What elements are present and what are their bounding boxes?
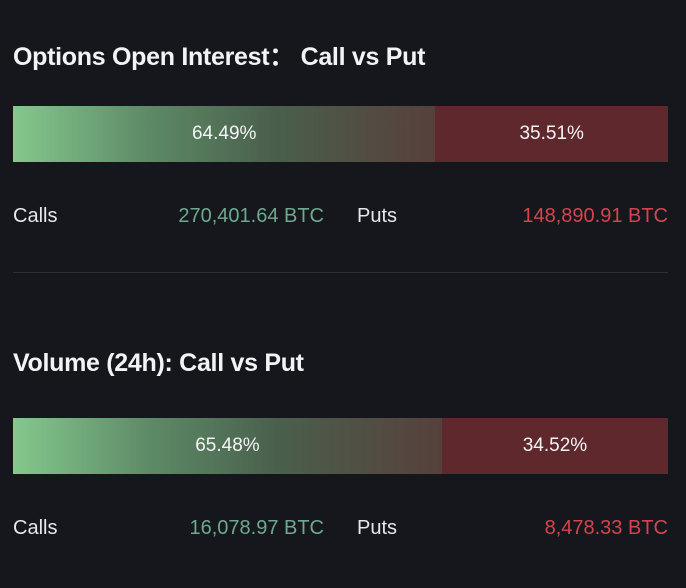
open-interest-puts-value: 148,890.91 BTC: [522, 205, 668, 227]
section-divider: [13, 272, 668, 273]
open-interest-puts-label: Puts: [357, 205, 398, 227]
volume-put-percent: 34.52%: [522, 435, 588, 456]
volume-title: Volume (24h): Call vs Put: [13, 349, 304, 377]
open-interest-values-row: Calls 270,401.64 BTC Puts 148,890.91 BTC: [13, 205, 668, 231]
open-interest-title: Options Open Interest： Call vs Put: [13, 43, 426, 71]
volume-calls-label: Calls: [13, 517, 58, 539]
volume-puts-value: 8,478.33 BTC: [544, 517, 668, 539]
volume-puts-label: Puts: [357, 517, 398, 539]
volume-values-row: Calls 16,078.97 BTC Puts 8,478.33 BTC: [13, 517, 668, 543]
open-interest-calls-label: Calls: [13, 205, 58, 227]
volume-call-bar: 65.48%: [13, 418, 442, 474]
volume-call-percent: 65.48%: [195, 435, 260, 456]
open-interest-put-percent: 35.51%: [519, 123, 584, 144]
volume-put-bar: 34.52%: [441, 418, 668, 474]
volume-ratio-bar: 65.48% 34.52%: [13, 418, 668, 474]
open-interest-call-percent: 64.49%: [191, 123, 257, 144]
open-interest-call-bar: 64.49%: [13, 106, 436, 162]
open-interest-calls-value: 270,401.64 BTC: [178, 205, 324, 227]
open-interest-put-bar: 35.51%: [435, 106, 668, 162]
open-interest-ratio-bar: 64.49% 35.51%: [13, 106, 668, 162]
volume-calls-value: 16,078.97 BTC: [189, 517, 324, 539]
